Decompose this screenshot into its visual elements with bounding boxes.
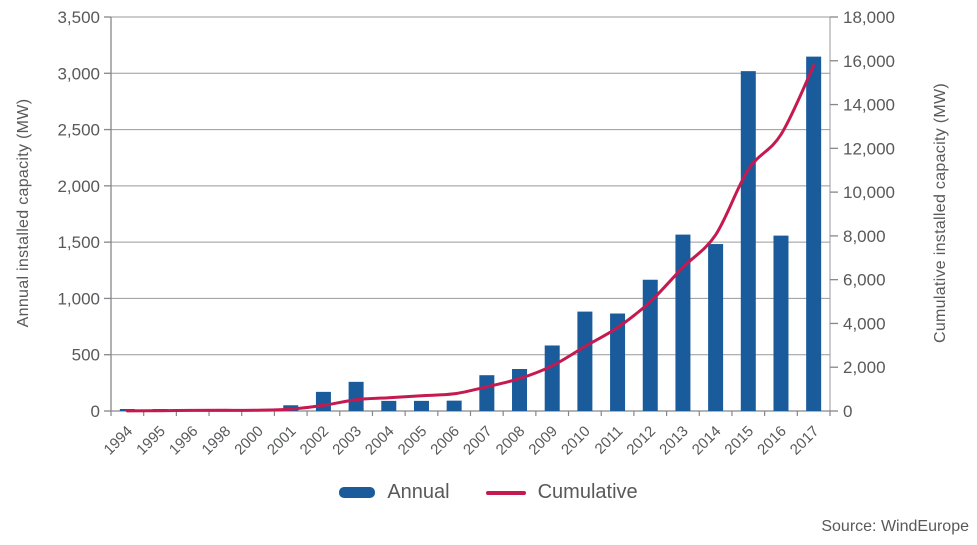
left-axis-tick-label-3500: 3,500 [57,8,100,27]
bar-annual-2007 [479,375,495,411]
x-tick-label-2004: 2004 [362,423,398,459]
x-tick-label-2016: 2016 [754,423,790,459]
right-axis-tick-label-16000: 16,000 [843,52,895,71]
legend-item-cumulative: Cumulative [485,481,638,504]
x-tick-label-2002: 2002 [297,423,333,459]
right-axis-tick-label-12000: 12,000 [843,139,895,158]
x-tick-label-2005: 2005 [395,423,431,459]
x-tick-label-2012: 2012 [623,423,659,459]
right-axis-tick-label-8000: 8,000 [843,227,886,246]
right-axis-tick-label-10000: 10,000 [843,183,895,202]
bar-annual-2014 [708,244,724,411]
right-axis-tick-label-0: 0 [843,402,852,421]
left-axis-tick-label-2500: 2,500 [57,121,100,140]
bar-annual-2017 [806,56,822,411]
source-note: Source: WindEurope [821,518,969,535]
x-tick-label-2010: 2010 [558,423,594,459]
bar-annual-2002 [315,391,331,411]
cumulative-line [125,64,816,413]
left-axis-tick-label-3000: 3,000 [57,64,100,83]
left-axis-title: Annual installed capacity (MW) [15,98,32,328]
bar-annual-2016 [773,235,789,411]
x-tick-label-2009: 2009 [525,423,561,459]
x-tick-label-2003: 2003 [329,423,365,459]
chart-plot-area: 0 500 1,000 1,500 2,000 2,500 3,000 3,500 0 2,000… [57,8,895,459]
right-axis-tick-label-14000: 14,000 [843,96,895,115]
x-tick-label-2014: 2014 [689,423,725,459]
left-axis-tick-label-1500: 1,500 [57,233,100,252]
bar-annual-2012 [642,279,658,411]
bar-annual-2015 [740,71,756,412]
legend-item-annual: Annual [339,481,450,504]
x-tick-label-2017: 2017 [787,423,823,459]
bar-annual-2003 [348,381,364,411]
annual-bar-swatch [339,487,376,498]
bar-annual-2010 [577,311,593,411]
x-tick-label-2006: 2006 [427,423,463,459]
legend: Annual Cumulative [0,481,977,504]
x-tick-label-2008: 2008 [493,423,529,459]
cumulative-line-swatch [485,490,526,495]
right-axis-tick-label-4000: 4,000 [843,314,886,333]
x-tick-label-1994: 1994 [101,423,137,459]
bar-annual-2013 [675,234,691,411]
bar-annual-2009 [544,345,560,411]
right-axis-tick-label-2000: 2,000 [843,358,886,377]
left-axis-tick-label-2000: 2,000 [57,177,100,196]
bar-annual-2011 [610,313,626,411]
legend-label-cumulative: Cumulative [537,481,638,503]
left-axis-tick-label-1000: 1,000 [57,289,100,308]
left-axis-tick-label-500: 500 [72,346,100,365]
chart-svg: 0 500 1,000 1,500 2,000 2,500 3,000 3,500 0 2,000… [57,8,895,459]
x-tick-label-1998: 1998 [199,423,235,459]
x-tick-label-1996: 1996 [166,423,202,459]
x-tick-label-2001: 2001 [264,423,300,459]
bar-annual-2004 [381,400,397,411]
bar-annual-2005 [413,400,429,411]
left-axis-tick-label-0: 0 [91,402,100,421]
x-tick-label-2007: 2007 [460,423,496,459]
x-tick-label-2000: 2000 [231,423,267,459]
legend-label-annual: Annual [387,481,450,503]
right-axis-title: Cumulative installed capacity (MW) [932,82,949,344]
x-tick-label-1995: 1995 [133,423,169,459]
x-tick-label-2011: 2011 [592,423,627,458]
x-tick-label-2015: 2015 [722,423,758,459]
right-axis-tick-label-6000: 6,000 [843,271,886,290]
right-axis-tick-label-18000: 18,000 [843,8,895,27]
x-tick-label-2013: 2013 [656,423,692,459]
bar-annual-2006 [446,400,462,411]
